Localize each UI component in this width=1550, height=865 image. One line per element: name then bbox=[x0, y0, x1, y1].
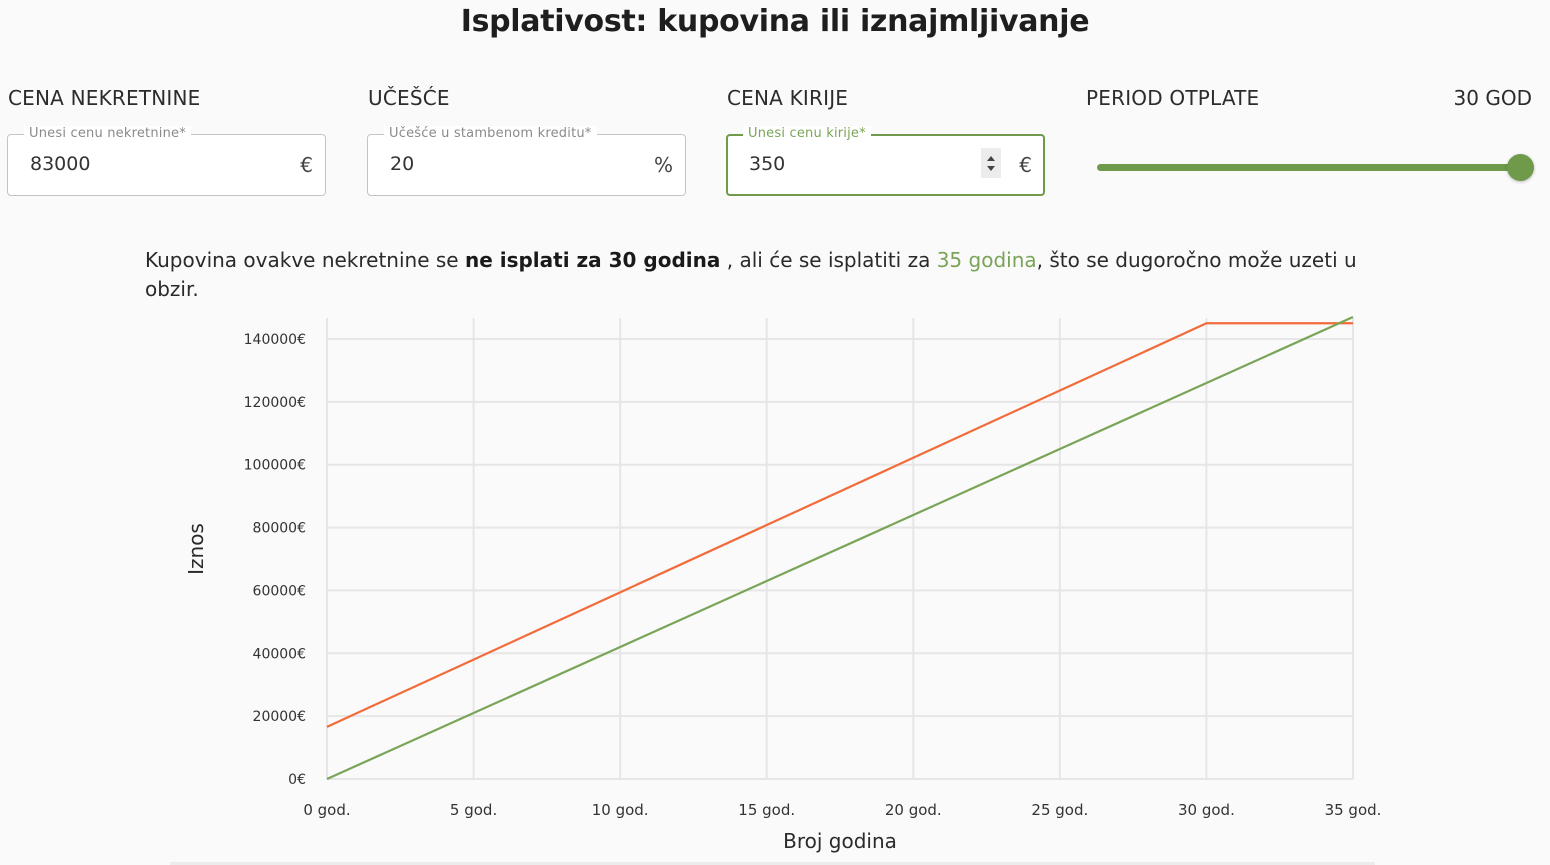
y-tick-label: 60000€ bbox=[253, 583, 306, 599]
x-tick-label: 10 god. bbox=[592, 801, 649, 819]
line-chart: 0€ 20000€ 40000€ 60000€ 80000€ 100000€ 120000€… bbox=[184, 315, 1381, 853]
rent-input-box[interactable]: Unesi cenu kirije* € bbox=[726, 126, 1045, 196]
rent-label: CENA KIRIJE bbox=[727, 86, 849, 110]
y-tick-label: 40000€ bbox=[253, 646, 306, 662]
message-text: Kupovina ovakve nekretnine se bbox=[145, 248, 465, 272]
period-value: 30 GOD bbox=[1453, 86, 1532, 110]
spin-up-icon[interactable] bbox=[987, 155, 995, 161]
message-bold: ne isplati za 30 godina bbox=[464, 248, 721, 272]
x-tick-label: 25 god. bbox=[1031, 801, 1088, 819]
result-message: Kupovina ovakve nekretnine se ne isplati… bbox=[145, 246, 1385, 304]
message-text: , ali će se isplatiti za bbox=[720, 248, 937, 272]
x-tick-label: 5 god. bbox=[450, 801, 497, 819]
y-tick-label: 100000€ bbox=[244, 458, 306, 474]
period-slider-thumb[interactable] bbox=[1507, 154, 1534, 181]
y-tick-label: 0€ bbox=[288, 772, 306, 788]
y-tick-label: 20000€ bbox=[253, 709, 306, 725]
x-tick-label: 0 god. bbox=[303, 801, 350, 819]
x-tick-label: 30 god. bbox=[1178, 801, 1235, 819]
y-tick-label: 140000€ bbox=[244, 332, 306, 348]
x-axis-label: Broj godina bbox=[783, 829, 897, 853]
spin-down-icon[interactable] bbox=[987, 165, 995, 171]
page-title: Isplativost: kupovina ili iznajmljivanje bbox=[460, 4, 1090, 39]
price-input-legend: Unesi cenu nekretnine* bbox=[24, 126, 191, 142]
y-axis-label: Iznos bbox=[184, 523, 208, 575]
percent-icon: % bbox=[653, 153, 673, 177]
price-input-box[interactable]: Unesi cenu nekretnine* € bbox=[7, 126, 326, 196]
x-axis-ticks: 0 god. 5 god. 10 god. 15 god. 20 god. 25 god.… bbox=[303, 801, 1381, 819]
y-axis-ticks: 0€ 20000€ 40000€ 60000€ 80000€ 100000€ 120000€… bbox=[244, 332, 306, 788]
chart-grid bbox=[326, 318, 1354, 780]
y-tick-label: 80000€ bbox=[253, 521, 306, 537]
series-line-kupovina bbox=[326, 322, 1353, 728]
chart-series bbox=[326, 315, 1354, 781]
number-spinner[interactable] bbox=[981, 148, 1001, 178]
message-text: , što se dugoročno može uzeti u obzir. bbox=[145, 248, 1357, 301]
price-label: CENA NEKRETNINE bbox=[8, 86, 201, 110]
euro-icon: € bbox=[1019, 153, 1032, 177]
period-slider-track[interactable] bbox=[1097, 164, 1522, 171]
x-tick-label: 20 god. bbox=[885, 801, 942, 819]
rent-input-legend: Unesi cenu kirije* bbox=[743, 126, 871, 142]
downpayment-input[interactable] bbox=[390, 153, 610, 175]
downpayment-label: UČEŠĆE bbox=[368, 86, 450, 110]
y-tick-label: 120000€ bbox=[244, 395, 306, 411]
message-accent: 35 godina bbox=[936, 248, 1037, 272]
x-tick-label: 15 god. bbox=[738, 801, 795, 819]
euro-icon: € bbox=[300, 153, 313, 177]
period-label: PERIOD OTPLATE bbox=[1086, 86, 1260, 110]
downpayment-input-box[interactable]: Učešće u stambenom kreditu* % bbox=[367, 126, 686, 196]
series-line-iznajmljivanje bbox=[326, 315, 1354, 781]
x-tick-label: 35 god. bbox=[1325, 801, 1382, 819]
price-input[interactable] bbox=[30, 153, 250, 175]
divider bbox=[170, 862, 1375, 865]
rent-input[interactable] bbox=[749, 153, 969, 175]
downpayment-input-legend: Učešće u stambenom kreditu* bbox=[384, 126, 597, 142]
